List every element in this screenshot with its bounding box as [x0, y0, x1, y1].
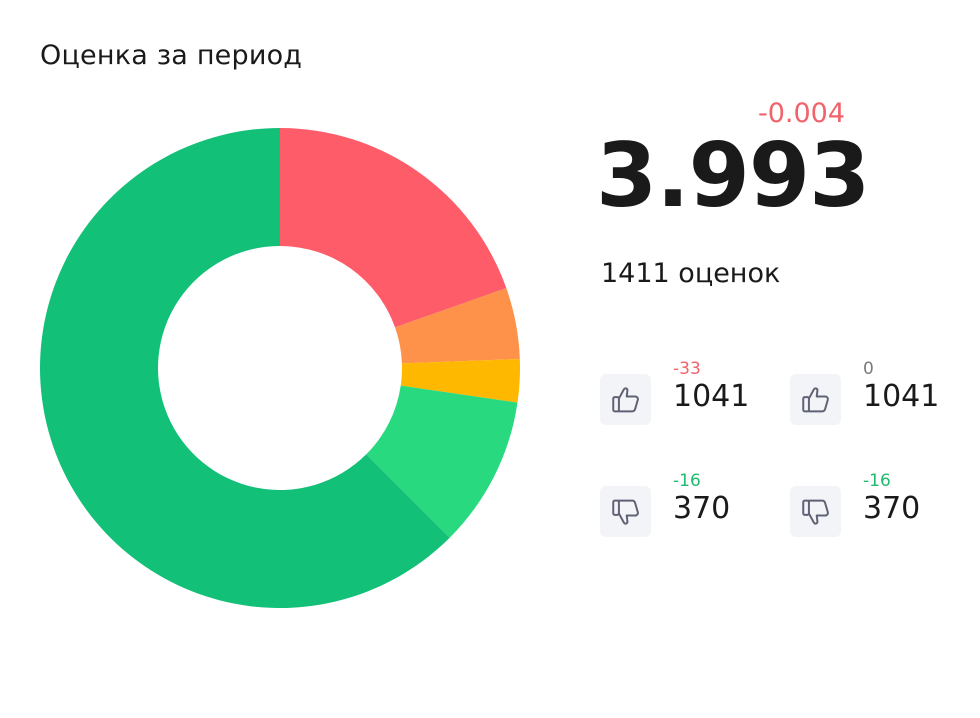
donut-slice-4 [366, 385, 518, 538]
stat-value: 370 [863, 491, 921, 526]
donut-slice-2 [395, 288, 520, 364]
stat-dislikes-1: -16 370 [600, 471, 760, 541]
thumbs-down-icon [790, 486, 841, 537]
average-score: 3.993 [596, 124, 870, 227]
stat-delta: 0 [863, 359, 874, 379]
stat-delta: -33 [673, 359, 701, 379]
stat-value: 1041 [673, 379, 750, 414]
stat-likes-2: 0 1041 [790, 359, 950, 429]
score-delta: -0.004 [757, 98, 845, 129]
donut-slice-1 [280, 128, 507, 328]
thumbs-up-icon [790, 374, 841, 425]
stat-value: 370 [673, 491, 731, 526]
donut-slice-3 [400, 358, 520, 403]
thumbs-up-icon [600, 374, 651, 425]
thumbs-down-icon [600, 486, 651, 537]
stat-delta: -16 [673, 471, 701, 491]
ratings-count: 1411 оценок [601, 258, 781, 289]
donut-slice-5 [40, 128, 450, 608]
stat-delta: -16 [863, 471, 891, 491]
stat-likes-1: -33 1041 [600, 359, 760, 429]
stat-dislikes-2: -16 370 [790, 471, 950, 541]
chart-title: Оценка за период [40, 40, 303, 71]
donut-chart [40, 128, 520, 608]
stat-value: 1041 [863, 379, 940, 414]
